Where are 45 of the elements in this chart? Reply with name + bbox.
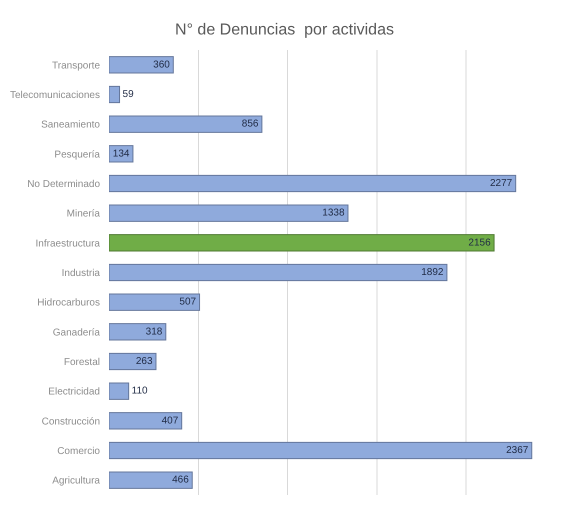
- data-label: 134: [112, 148, 130, 160]
- bar: [109, 442, 532, 460]
- y-tick-label: Minería: [66, 208, 100, 220]
- y-tick-label: Industria: [62, 268, 100, 279]
- data-label: 466: [172, 474, 190, 486]
- bar: [109, 234, 495, 252]
- bar: [109, 264, 448, 282]
- y-tick-label: Telecomunicaciones: [10, 90, 100, 101]
- data-label: 2367: [506, 445, 529, 456]
- chart-title: N° de Denuncias por actividas: [175, 21, 394, 38]
- data-label: 59: [122, 89, 134, 100]
- y-tick-label: Infraestructura: [36, 238, 100, 250]
- data-label: 407: [162, 415, 179, 426]
- data-label: 318: [146, 326, 163, 338]
- y-tick-label: Ganadería: [52, 327, 100, 338]
- data-label: 1338: [322, 208, 345, 219]
- y-tick-label: Hidrocarburos: [37, 298, 100, 309]
- data-label: 2156: [468, 237, 492, 248]
- y-tick-label: Saneamiento: [41, 120, 100, 131]
- bar: [109, 204, 348, 222]
- y-tick-label: No Determinado: [27, 179, 100, 190]
- bar: [109, 86, 120, 104]
- y-tick-label: Transporte: [52, 60, 100, 72]
- bar: [109, 56, 174, 74]
- y-tick-label: Agricultura: [52, 476, 100, 487]
- y-tick-label: Pesquería: [54, 149, 100, 160]
- data-label: 2277: [490, 178, 513, 189]
- data-label: 263: [136, 356, 153, 367]
- data-label: 856: [242, 118, 259, 130]
- bar: [109, 352, 156, 370]
- bar: [109, 382, 130, 400]
- bar: [109, 116, 262, 133]
- y-tick-label: Forestal: [64, 357, 100, 368]
- y-tick-label: Construcción: [42, 416, 100, 428]
- y-tick-label: Comercio: [57, 446, 100, 457]
- data-label: 360: [153, 59, 170, 70]
- bar: [109, 323, 166, 340]
- bar: [109, 412, 182, 430]
- bar: [109, 174, 516, 192]
- bar: [109, 472, 193, 489]
- bar: [109, 294, 200, 311]
- data-label: 1892: [421, 267, 444, 278]
- y-tick-label: Electricidad: [48, 386, 100, 398]
- data-label: 110: [132, 386, 148, 397]
- data-label: 507: [179, 296, 197, 308]
